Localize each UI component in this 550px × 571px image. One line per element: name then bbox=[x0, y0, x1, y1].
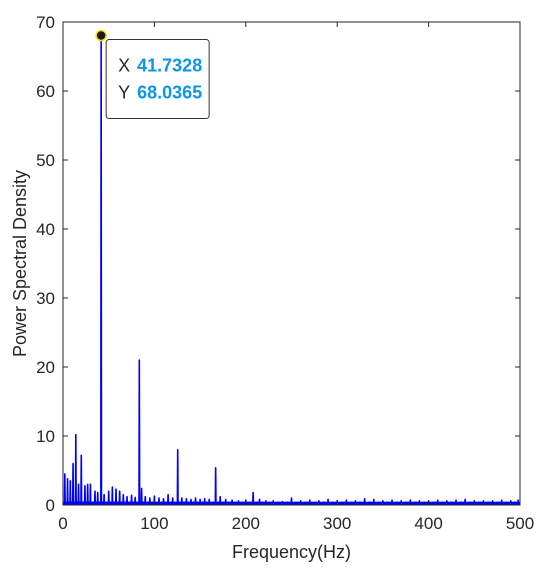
data-tip-x-key: X bbox=[118, 56, 130, 76]
data-tip-y-value: 68.0365 bbox=[137, 83, 202, 103]
y-tick-label: 50 bbox=[36, 151, 55, 170]
x-axis-label: Frequency(Hz) bbox=[232, 542, 351, 562]
data-tip-box[interactable] bbox=[105, 39, 210, 120]
x-tick-label: 400 bbox=[414, 514, 442, 533]
y-tick-label: 60 bbox=[36, 82, 55, 101]
y-tick-label: 40 bbox=[36, 220, 55, 239]
y-axis-label: Power Spectral Density bbox=[10, 170, 30, 357]
data-tip-marker[interactable] bbox=[95, 29, 107, 42]
y-tick-label: 20 bbox=[36, 358, 55, 377]
data-tip-y-key: Y bbox=[118, 83, 130, 103]
x-tick-label: 500 bbox=[506, 514, 534, 533]
x-tick-label: 300 bbox=[323, 514, 351, 533]
y-axis: 0 10 20 30 40 50 60 70 bbox=[36, 13, 520, 515]
x-tick-label: 100 bbox=[140, 514, 168, 533]
x-tick-label: 0 bbox=[58, 514, 67, 533]
y-tick-label: 30 bbox=[36, 289, 55, 308]
x-tick-label: 200 bbox=[232, 514, 260, 533]
y-tick-label: 0 bbox=[46, 496, 55, 515]
y-tick-label: 70 bbox=[36, 13, 55, 32]
data-tip-x-value: 41.7328 bbox=[137, 56, 202, 76]
data-tip[interactable]: X 41.7328 Y 68.0365 bbox=[95, 29, 210, 120]
plot-area bbox=[63, 34, 520, 505]
x-axis: 0 100 200 300 400 500 bbox=[58, 22, 534, 533]
y-tick-label: 10 bbox=[36, 427, 55, 446]
axes-box bbox=[62, 21, 521, 506]
